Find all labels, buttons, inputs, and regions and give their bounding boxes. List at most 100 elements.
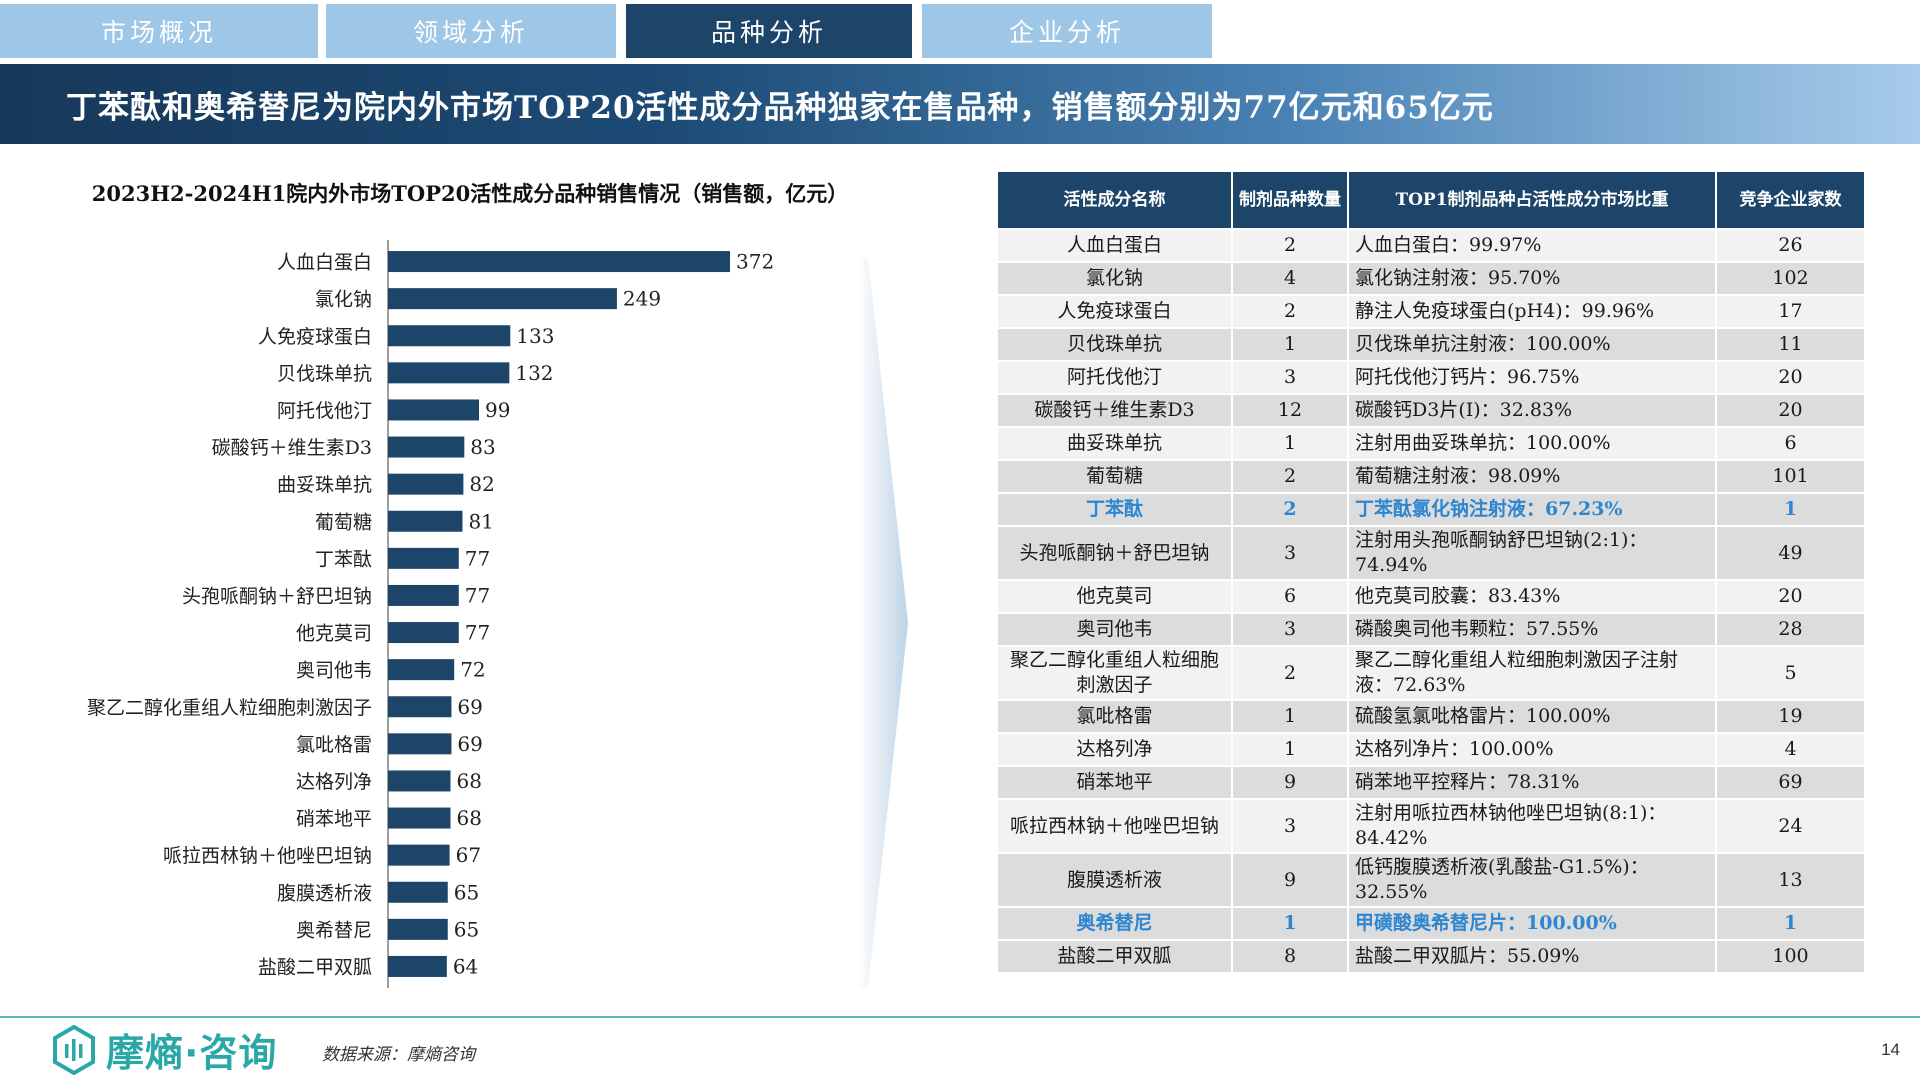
- bar: [388, 733, 452, 755]
- cell-competitor-count: 28: [1717, 614, 1864, 645]
- data-label: 77: [465, 546, 490, 570]
- category-label: 葡萄糖: [315, 511, 372, 533]
- cell-ingredient-name: 碳酸钙＋维生素D3: [998, 395, 1231, 426]
- brand-name: 摩熵·咨询: [106, 1031, 278, 1075]
- tab-market-overview[interactable]: 市场概况: [0, 4, 318, 58]
- bar: [388, 436, 465, 458]
- data-label: 68: [457, 806, 482, 830]
- cell-ingredient-name: 奥希替尼: [998, 908, 1231, 939]
- bar: [388, 881, 448, 903]
- category-label: 人免疫球蛋白: [258, 326, 372, 348]
- category-label: 达格列净: [296, 771, 372, 793]
- cell-formulation-count: 9: [1233, 767, 1347, 798]
- header-competitor-count: 竞争企业家数: [1717, 172, 1864, 228]
- cell-formulation-count: 1: [1233, 734, 1347, 765]
- cell-formulation-count: 1: [1233, 428, 1347, 459]
- category-label: 奥司他韦: [296, 660, 372, 682]
- cell-formulation-count: 3: [1233, 800, 1347, 852]
- bar: [388, 510, 463, 532]
- data-label: 81: [468, 509, 493, 533]
- bar: [388, 251, 730, 273]
- tab-field-analysis[interactable]: 领域分析: [326, 4, 616, 58]
- data-label: 67: [456, 843, 481, 867]
- cell-top1-share: 人血白蛋白：99.97%: [1349, 230, 1715, 261]
- cell-formulation-count: 2: [1233, 461, 1347, 492]
- cell-ingredient-name: 阿托伐他汀: [998, 362, 1231, 393]
- bar-chart: 人血白蛋白 372 氯化钠 249 人免疫球蛋白 133 贝伐珠单抗 132 阿托伐他汀 99 碳酸…: [87, 240, 774, 988]
- category-label: 奥希替尼: [296, 919, 372, 941]
- cell-ingredient-name: 葡萄糖: [998, 461, 1231, 492]
- footer-divider: [0, 1016, 1920, 1018]
- bar: [388, 325, 511, 347]
- data-label: 65: [454, 917, 479, 941]
- cell-formulation-count: 2: [1233, 230, 1347, 261]
- page-number: 14: [1881, 1040, 1900, 1059]
- bar: [388, 362, 510, 384]
- cell-formulation-count: 3: [1233, 527, 1347, 579]
- brand-hexagon-icon: [53, 1024, 95, 1075]
- table-header-row: 活性成分名称 制剂品种数量 TOP1制剂品种占活性成分市场比重 竞争企业家数: [998, 172, 1864, 228]
- cell-competitor-count: 100: [1717, 941, 1864, 972]
- category-label: 贝伐珠单抗: [277, 363, 372, 385]
- table-row: 葡萄糖 2 葡萄糖注射液：98.09% 101: [998, 461, 1864, 492]
- bar: [388, 844, 450, 866]
- cell-top1-share: 他克莫司胶囊：83.43%: [1349, 581, 1715, 612]
- data-label: 69: [457, 695, 482, 719]
- data-label: 83: [470, 435, 495, 459]
- table-row: 奥司他韦 3 磷酸奥司他韦颗粒：57.55% 28: [998, 614, 1864, 645]
- table-row: 奥希替尼 1 甲磺酸奥希替尼片：100.00% 1: [998, 908, 1864, 939]
- cell-top1-share: 盐酸二甲双胍片：55.09%: [1349, 941, 1715, 972]
- cell-competitor-count: 20: [1717, 395, 1864, 426]
- cell-top1-share: 葡萄糖注射液：98.09%: [1349, 461, 1715, 492]
- bar: [388, 770, 451, 792]
- cell-competitor-count: 26: [1717, 230, 1864, 261]
- bar: [388, 955, 447, 977]
- cell-top1-share: 氯化钠注射液：95.70%: [1349, 263, 1715, 294]
- tab-variety-analysis[interactable]: 品种分析: [626, 4, 912, 58]
- cell-top1-share: 注射用哌拉西林钠他唑巴坦钠(8:1)：84.42%: [1349, 800, 1715, 852]
- cell-competitor-count: 24: [1717, 800, 1864, 852]
- category-label: 哌拉西林钠＋他唑巴坦钠: [163, 845, 372, 867]
- cell-ingredient-name: 聚乙二醇化重组人粒细胞刺激因子: [998, 647, 1231, 699]
- data-label: 68: [457, 769, 482, 793]
- cell-ingredient-name: 氯吡格雷: [998, 701, 1231, 732]
- cell-ingredient-name: 盐酸二甲双胍: [998, 941, 1231, 972]
- tab-enterprise-analysis[interactable]: 企业分析: [922, 4, 1212, 58]
- cell-top1-share: 甲磺酸奥希替尼片：100.00%: [1349, 908, 1715, 939]
- category-label: 丁苯酞: [315, 548, 372, 570]
- cell-formulation-count: 3: [1233, 614, 1347, 645]
- cell-formulation-count: 1: [1233, 701, 1347, 732]
- cell-competitor-count: 11: [1717, 329, 1864, 360]
- cell-competitor-count: 101: [1717, 461, 1864, 492]
- category-label: 腹膜透析液: [277, 882, 372, 904]
- cell-top1-share: 硝苯地平控释片：78.31%: [1349, 767, 1715, 798]
- cell-formulation-count: 1: [1233, 908, 1347, 939]
- bar: [388, 288, 617, 310]
- cell-competitor-count: 4: [1717, 734, 1864, 765]
- cell-competitor-count: 19: [1717, 701, 1864, 732]
- category-label: 硝苯地平: [296, 808, 372, 830]
- cell-formulation-count: 3: [1233, 362, 1347, 393]
- cell-top1-share: 聚乙二醇化重组人粒细胞刺激因子注射液：72.63%: [1349, 647, 1715, 699]
- cell-formulation-count: 9: [1233, 854, 1347, 906]
- cell-ingredient-name: 腹膜透析液: [998, 854, 1231, 906]
- data-source-note: 数据来源：摩熵咨询: [322, 1045, 475, 1065]
- category-label: 他克莫司: [296, 623, 372, 645]
- category-label: 氯吡格雷: [296, 734, 372, 756]
- cell-competitor-count: 49: [1717, 527, 1864, 579]
- category-label: 曲妥珠单抗: [277, 474, 372, 496]
- category-label: 人血白蛋白: [277, 252, 372, 274]
- cell-formulation-count: 2: [1233, 647, 1347, 699]
- cell-competitor-count: 20: [1717, 581, 1864, 612]
- cell-top1-share: 达格列净片：100.00%: [1349, 734, 1715, 765]
- data-label: 77: [465, 583, 490, 607]
- cell-top1-share: 磷酸奥司他韦颗粒：57.55%: [1349, 614, 1715, 645]
- table-row: 他克莫司 6 他克莫司胶囊：83.43% 20: [998, 581, 1864, 612]
- table-row: 人免疫球蛋白 2 静注人免疫球蛋白(pH4)：99.96% 17: [998, 296, 1864, 327]
- table-row: 头孢哌酮钠＋舒巴坦钠 3 注射用头孢哌酮钠舒巴坦钠(2:1)：74.94% 49: [998, 527, 1864, 579]
- table-row: 氯化钠 4 氯化钠注射液：95.70% 102: [998, 263, 1864, 294]
- cell-competitor-count: 1: [1717, 908, 1864, 939]
- table-row: 哌拉西林钠＋他唑巴坦钠 3 注射用哌拉西林钠他唑巴坦钠(8:1)：84.42% 24: [998, 800, 1864, 852]
- chart-title: 2023H2-2024H1院内外市场TOP20活性成分品种销售情况（销售额，亿元…: [91, 181, 849, 206]
- data-label: 72: [460, 658, 485, 682]
